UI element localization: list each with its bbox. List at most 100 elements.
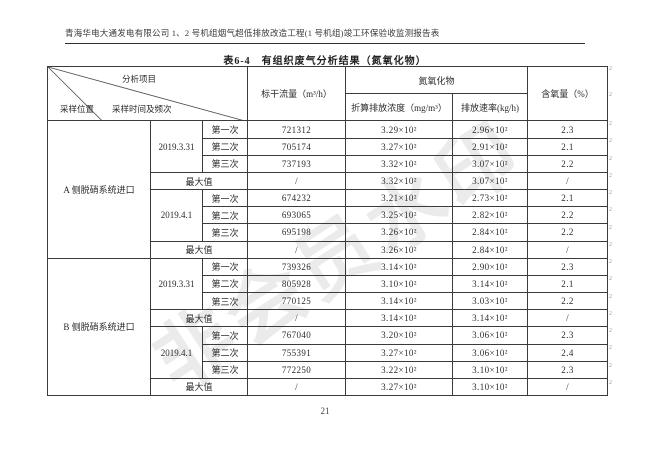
rate-value: 3.06×10² [452, 326, 529, 345]
page-number: 21 [320, 406, 330, 416]
header-concentration: 折算排放浓度（mg/m³） [345, 93, 454, 122]
max-label-cell: 最大值 [149, 309, 249, 328]
date-cell: 2019.4.1 [150, 189, 203, 242]
sequence-cell: 第三次 [201, 360, 249, 379]
flow-value: 767040 [247, 326, 347, 345]
sequence-cell: 第一次 [201, 189, 249, 208]
concentration-value: 3.25×10² [345, 206, 454, 225]
concentration-value: 3.14×10² [345, 292, 454, 311]
sequence-cell: 第二次 [201, 206, 249, 225]
oxygen-value: / [527, 377, 609, 397]
scan-artifact-mark: 2 [609, 310, 612, 317]
oxygen-value: / [527, 171, 609, 191]
flow-value: 695198 [247, 223, 347, 242]
max-label-cell: 最大值 [149, 240, 249, 259]
max-label-cell: 最大值 [149, 377, 249, 397]
oxygen-value: 2.1 [527, 137, 609, 156]
flow-value: 705174 [247, 137, 347, 156]
oxygen-value: / [527, 309, 609, 328]
concentration-value: 3.10×10² [345, 274, 454, 294]
concentration-value: 3.32×10² [345, 171, 454, 191]
rate-value: 3.07×10² [452, 154, 529, 173]
scan-artifact-mark: 2 [609, 362, 612, 369]
corner-cell: 分析项目 采样时间及频次 采样位置 [46, 65, 249, 122]
scan-artifact-mark: 2 [609, 190, 612, 196]
date-cell: 2019.3.31 [150, 257, 203, 311]
scan-artifact-mark: 2 [609, 138, 612, 145]
sequence-cell: 第一次 [201, 120, 249, 139]
scan-artifact-mark: 2 [609, 172, 612, 179]
header-divider [65, 43, 585, 44]
rate-value: 3.10×10² [452, 377, 529, 397]
rate-value: 2.73×10² [452, 189, 529, 208]
scan-artifact-mark: 2 [609, 121, 612, 127]
concentration-value: 3.14×10² [345, 309, 454, 328]
rate-value: 2.84×10² [452, 223, 529, 242]
scan-artifact-mark: 2 [609, 293, 612, 300]
header-nox-group: 氮氧化物 [345, 65, 529, 95]
scan-artifact-mark: 2 [609, 224, 612, 231]
document-header-text: 青海华电大通发电有限公司 1、2 号机组烟气超低排放改造工程(1 号机组)竣工环… [65, 28, 440, 38]
rate-value: 3.14×10² [452, 274, 529, 294]
flow-value: 739326 [247, 257, 347, 276]
flow-value: 772250 [247, 360, 347, 379]
sequence-cell: 第一次 [201, 326, 249, 345]
sequence-cell: 第二次 [201, 137, 249, 156]
sequence-cell: 第三次 [201, 292, 249, 311]
header-flow: 标干流量（m³/h） [247, 65, 347, 122]
flow-value: / [247, 377, 347, 397]
scan-artifact-mark: 2 [609, 66, 612, 72]
table-title: 表6-4 有组织废气分析结果（氮氧化物） [223, 56, 427, 67]
date-cell: 2019.4.1 [150, 326, 203, 379]
corner-label-sampling-time: 采样时间及频次 [112, 104, 172, 115]
scan-artifact-mark: 2 [609, 92, 612, 98]
concentration-value: 3.20×10² [345, 326, 454, 345]
scan-artifact-mark: 2 [609, 241, 612, 248]
concentration-value: 3.14×10² [345, 257, 454, 276]
flow-value: 693065 [247, 206, 347, 225]
sequence-cell: 第三次 [201, 223, 249, 242]
rate-value: 3.07×10² [452, 171, 529, 191]
sequence-cell: 第三次 [201, 154, 249, 173]
flow-value: 755391 [247, 343, 347, 362]
concentration-value: 3.21×10² [345, 189, 454, 208]
rate-value: 3.03×10² [452, 292, 529, 311]
header-rate: 排放速率(kg/h) [452, 93, 529, 122]
corner-label-sampling-position: 采样位置 [60, 104, 95, 115]
concentration-value: 3.27×10² [345, 343, 454, 362]
flow-value: / [247, 309, 347, 328]
flow-value: / [247, 240, 347, 259]
max-label-cell: 最大值 [149, 171, 249, 191]
scan-artifact-mark: 2 [609, 207, 612, 214]
flow-value: 737193 [247, 154, 347, 173]
rate-value: 2.96×10² [452, 120, 529, 139]
header-oxygen: 含氧量（%） [527, 65, 609, 122]
rate-value: 3.10×10² [452, 360, 529, 379]
sequence-cell: 第二次 [201, 343, 249, 362]
flow-value: / [247, 171, 347, 191]
scan-artifact-mark: 2 [609, 259, 612, 265]
location-cell: A 侧脱硝系统进口 [47, 120, 151, 259]
concentration-value: 3.27×10² [345, 137, 454, 156]
concentration-value: 3.32×10² [345, 154, 454, 173]
oxygen-value: 2.2 [527, 154, 609, 173]
flow-value: 770125 [247, 292, 347, 311]
scan-artifact-mark: 2 [609, 328, 612, 334]
concentration-value: 3.29×10² [345, 120, 454, 139]
date-cell: 2019.3.31 [150, 120, 203, 173]
oxygen-value: 2.2 [527, 292, 609, 311]
results-table: 分析项目 采样时间及频次 采样位置 标干流量（m³/h） 氮氧化物 含氧量（%）… [46, 65, 609, 397]
oxygen-value: 2.1 [527, 274, 609, 294]
diagonal-lines-icon [48, 67, 243, 120]
oxygen-value: 2.1 [527, 189, 609, 208]
concentration-value: 3.22×10² [345, 360, 454, 379]
scan-artifact-mark: 2 [609, 345, 612, 352]
oxygen-value: 2.4 [527, 343, 609, 362]
concentration-value: 3.26×10² [345, 223, 454, 242]
rate-value: 2.90×10² [452, 257, 529, 276]
oxygen-value: 2.3 [527, 120, 609, 139]
oxygen-value: 2.3 [527, 360, 609, 379]
oxygen-value: 2.2 [527, 223, 609, 242]
concentration-value: 3.26×10² [345, 240, 454, 259]
